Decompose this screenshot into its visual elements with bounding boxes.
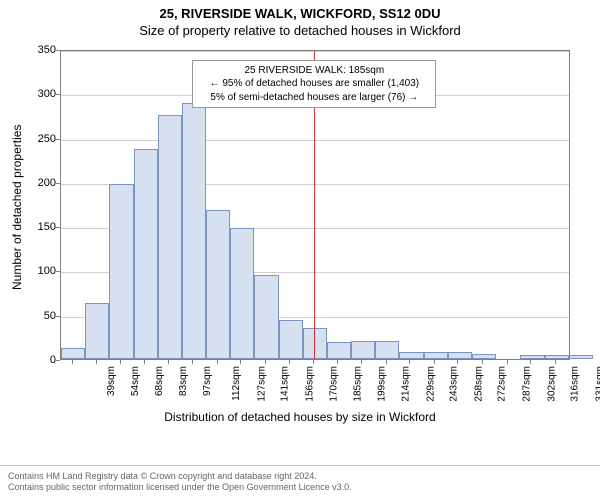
x-tick-label: 243sqm — [449, 366, 460, 402]
y-tick-label: 300 — [16, 88, 56, 100]
x-tick-label: 170sqm — [328, 366, 339, 402]
x-tick-label: 287sqm — [522, 366, 533, 402]
page-title-address: 25, RIVERSIDE WALK, WICKFORD, SS12 0DU — [0, 6, 600, 21]
histogram-bar — [448, 352, 472, 359]
x-tick-mark — [240, 360, 241, 364]
x-tick-label: 199sqm — [376, 366, 387, 402]
y-tick-label: 250 — [16, 133, 56, 145]
x-tick-mark — [289, 360, 290, 364]
x-tick-label: 272sqm — [497, 366, 508, 402]
footer-line2: Contains public sector information licen… — [8, 482, 592, 494]
x-tick-mark — [507, 360, 508, 364]
x-tick-mark — [265, 360, 266, 364]
x-tick-label: 54sqm — [130, 366, 141, 396]
x-tick-mark — [361, 360, 362, 364]
x-tick-label: 185sqm — [353, 366, 364, 402]
title-block: 25, RIVERSIDE WALK, WICKFORD, SS12 0DU S… — [0, 0, 600, 38]
x-tick-mark — [555, 360, 556, 364]
histogram-bar — [254, 275, 278, 359]
x-tick-label: 68sqm — [154, 366, 165, 396]
annotation-line: 5% of semi-detached houses are larger (7… — [199, 91, 429, 105]
x-tick-mark — [144, 360, 145, 364]
x-tick-mark — [313, 360, 314, 364]
x-tick-label: 229sqm — [426, 366, 437, 402]
x-tick-label: 214sqm — [401, 366, 412, 402]
histogram-bar — [472, 354, 496, 359]
x-tick-mark — [337, 360, 338, 364]
histogram-bar — [569, 355, 593, 359]
histogram-bar — [351, 341, 375, 359]
x-tick-mark — [96, 360, 97, 364]
y-tick-label: 150 — [16, 221, 56, 233]
histogram-bar — [158, 115, 182, 359]
x-tick-label: 83sqm — [178, 366, 189, 396]
footer-line1: Contains HM Land Registry data © Crown c… — [8, 471, 592, 483]
x-tick-label: 156sqm — [305, 366, 316, 402]
histogram-bar — [327, 342, 351, 359]
x-tick-mark — [168, 360, 169, 364]
y-tick-label: 50 — [16, 310, 56, 322]
annotation-line: 25 RIVERSIDE WALK: 185sqm — [199, 64, 429, 78]
x-tick-label: 97sqm — [202, 366, 213, 396]
histogram-bar — [85, 303, 109, 359]
x-tick-mark — [482, 360, 483, 364]
x-tick-mark — [217, 360, 218, 364]
y-tick-label: 350 — [16, 44, 56, 56]
x-tick-label: 112sqm — [231, 366, 242, 401]
histogram-bar — [399, 352, 423, 359]
x-tick-mark — [409, 360, 410, 364]
x-tick-mark — [386, 360, 387, 364]
histogram-bar — [545, 355, 569, 359]
histogram-bar — [375, 341, 399, 359]
x-tick-label: 127sqm — [257, 366, 268, 402]
attribution-footer: Contains HM Land Registry data © Crown c… — [0, 465, 600, 500]
histogram-bar — [61, 348, 85, 359]
y-tick-mark — [56, 360, 60, 361]
plot-area: 25 RIVERSIDE WALK: 185sqm← 95% of detach… — [60, 50, 570, 360]
y-tick-mark — [56, 183, 60, 184]
histogram-bar — [520, 355, 544, 359]
x-tick-mark — [530, 360, 531, 364]
histogram-bar — [279, 320, 303, 359]
y-tick-label: 200 — [16, 177, 56, 189]
annotation-line: ← 95% of detached houses are smaller (1,… — [199, 77, 429, 91]
histogram-chart: Number of detached properties 25 RIVERSI… — [0, 40, 600, 440]
histogram-bar — [424, 352, 448, 359]
x-axis-label: Distribution of detached houses by size … — [0, 410, 600, 424]
x-tick-mark — [120, 360, 121, 364]
y-tick-mark — [56, 271, 60, 272]
histogram-bar — [182, 103, 206, 359]
annotation-box: 25 RIVERSIDE WALK: 185sqm← 95% of detach… — [192, 60, 436, 109]
y-tick-mark — [56, 139, 60, 140]
x-tick-mark — [434, 360, 435, 364]
histogram-bar — [206, 210, 230, 359]
y-tick-mark — [56, 94, 60, 95]
x-tick-mark — [457, 360, 458, 364]
page-title-desc: Size of property relative to detached ho… — [0, 23, 600, 38]
x-tick-label: 258sqm — [474, 366, 485, 402]
x-tick-label: 141sqm — [280, 366, 291, 402]
x-tick-label: 39sqm — [106, 366, 117, 396]
y-tick-label: 100 — [16, 265, 56, 277]
histogram-bar — [230, 228, 254, 359]
y-tick-label: 0 — [16, 354, 56, 366]
y-tick-mark — [56, 316, 60, 317]
histogram-bar — [109, 184, 133, 359]
x-tick-mark — [72, 360, 73, 364]
x-tick-label: 302sqm — [547, 366, 558, 402]
x-tick-label: 331sqm — [595, 366, 600, 402]
histogram-bar — [134, 149, 158, 359]
y-tick-mark — [56, 227, 60, 228]
x-tick-label: 316sqm — [570, 366, 581, 402]
x-tick-mark — [192, 360, 193, 364]
y-tick-mark — [56, 50, 60, 51]
